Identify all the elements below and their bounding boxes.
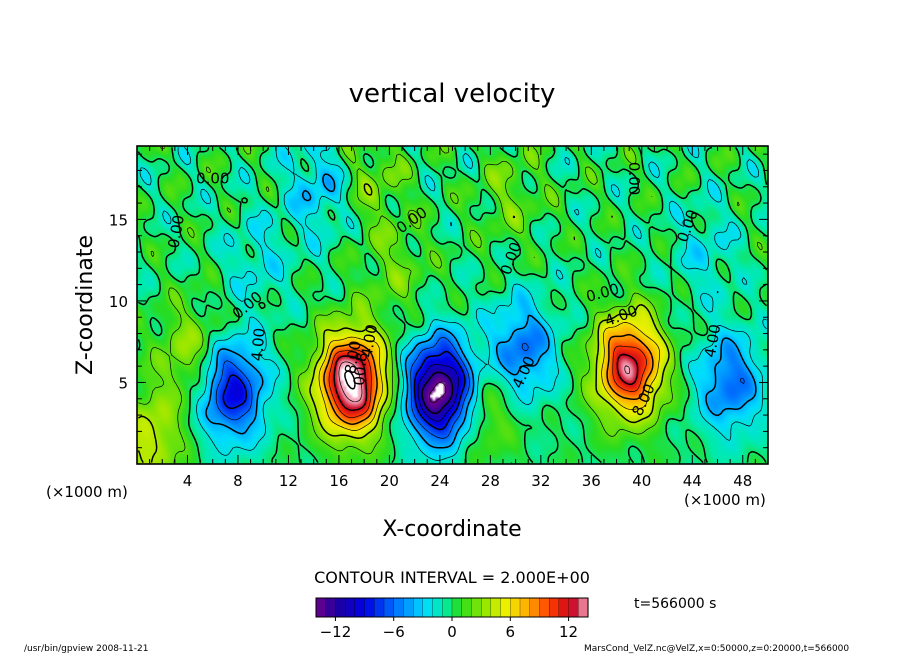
colorbar-tick-label: 0: [447, 623, 457, 641]
contour-line: [417, 364, 459, 422]
colorbar-segment: [403, 597, 414, 618]
colorbar-segment: [432, 597, 443, 618]
contour-line: [137, 183, 670, 463]
x-tick-label: 20: [380, 472, 399, 490]
y-tick-label: 5: [118, 374, 128, 392]
x-tick-label: 24: [430, 472, 449, 490]
contour-line: [333, 353, 639, 411]
colorbar: [315, 597, 589, 618]
x-tick-label: 36: [582, 472, 601, 490]
contour-line: [139, 147, 767, 461]
colorbar-tick-label: 12: [559, 623, 578, 641]
contour-label: 4.00: [701, 323, 725, 359]
colorbar-segment: [490, 597, 502, 618]
colorbar-segment: [315, 597, 327, 618]
contour-line: [429, 381, 447, 403]
colorbar-segment: [451, 597, 463, 618]
colorbar-tick-label: −6: [383, 623, 405, 641]
y-axis: 5 10 15: [109, 153, 768, 449]
colorbar-segment: [529, 597, 540, 618]
contour-label: 0.00: [196, 170, 229, 188]
contour-line: [338, 361, 631, 403]
contour-lines: [137, 146, 768, 464]
colorbar-segment: [461, 597, 472, 618]
contour-label: 4.00: [248, 327, 269, 362]
contour-label: 8.00: [341, 339, 365, 375]
colorbar-ticks: −12 −6 0 6 12: [320, 617, 578, 641]
contour-line: [222, 350, 466, 431]
colorbar-segment: [335, 597, 346, 618]
chart-title: vertical velocity: [349, 79, 556, 109]
colorbar-segment: [500, 597, 511, 618]
time-label: t=566000 s: [634, 596, 716, 612]
contour-line: [138, 147, 763, 463]
colorbar-segment: [558, 597, 570, 618]
x-tick-label: 16: [329, 472, 348, 490]
x-tick-label: 8: [233, 472, 243, 490]
contour-label: 0.00: [164, 214, 188, 250]
colorbar-segment: [325, 597, 336, 618]
contour-line: [421, 371, 454, 415]
contour-line: [205, 173, 757, 449]
y-tick-label: 10: [109, 293, 128, 311]
colorbar-segment: [480, 597, 492, 618]
contour-interval-label: CONTOUR INTERVAL = 2.000E+00: [314, 568, 590, 587]
x-tick-label: 48: [733, 472, 752, 490]
velocity-field: [137, 146, 768, 464]
colorbar-segment: [471, 597, 482, 618]
x-tick-label: 40: [632, 472, 651, 490]
colorbar-segment: [519, 597, 531, 618]
x-tick-label: 12: [279, 472, 298, 490]
colorbar-segment: [383, 597, 395, 618]
contour-line: [344, 369, 356, 390]
contour-line: [215, 337, 745, 439]
contour-label: 00.8: [350, 352, 371, 387]
x-unit-label-right: (×1000 m): [684, 491, 766, 509]
colorbar-tick-label: 6: [506, 623, 516, 641]
y-tick-label: 15: [109, 211, 128, 229]
colorbar-tick-label: −12: [320, 623, 352, 641]
x-tick-label: 44: [683, 472, 702, 490]
contour-line: [323, 333, 654, 425]
colorbar-segment: [548, 597, 560, 618]
x-unit-label-left: (×1000 m): [46, 483, 128, 501]
colorbar-segment: [539, 597, 550, 618]
x-tick-label: 28: [481, 472, 500, 490]
colorbar-segment: [568, 597, 579, 618]
colorbar-segment: [344, 597, 356, 618]
colorbar-segment: [442, 597, 453, 618]
x-axis-label: X-coordinate: [382, 517, 521, 542]
contour-label: 0.00: [625, 162, 643, 195]
colorbar-segment: [578, 597, 589, 618]
contour-line: [328, 345, 647, 419]
colorbar-segment: [412, 597, 424, 618]
colorbar-segment: [393, 597, 404, 618]
x-tick-label: 4: [183, 472, 193, 490]
colorbar-segment: [422, 597, 434, 618]
file-info: MarsCond_VelZ.nc@VelZ,x=0:50000,z=0:2000…: [584, 644, 849, 654]
contour-label: 4.00: [358, 323, 382, 359]
colorbar-segment: [354, 597, 366, 618]
colorbar-segment: [364, 597, 375, 618]
contour-line: [318, 322, 661, 431]
x-tick-label: 32: [531, 472, 550, 490]
y-axis-label: Z-coordinate: [73, 235, 98, 375]
contour-line: [137, 146, 768, 464]
x-axis: 4 8 12 16 20 24 28 32 36 40 44 48: [149, 146, 756, 490]
colorbar-segment: [374, 597, 385, 618]
colorbar-segment: [510, 597, 521, 618]
program-info: /usr/bin/gpview 2008-11-21: [24, 644, 148, 654]
